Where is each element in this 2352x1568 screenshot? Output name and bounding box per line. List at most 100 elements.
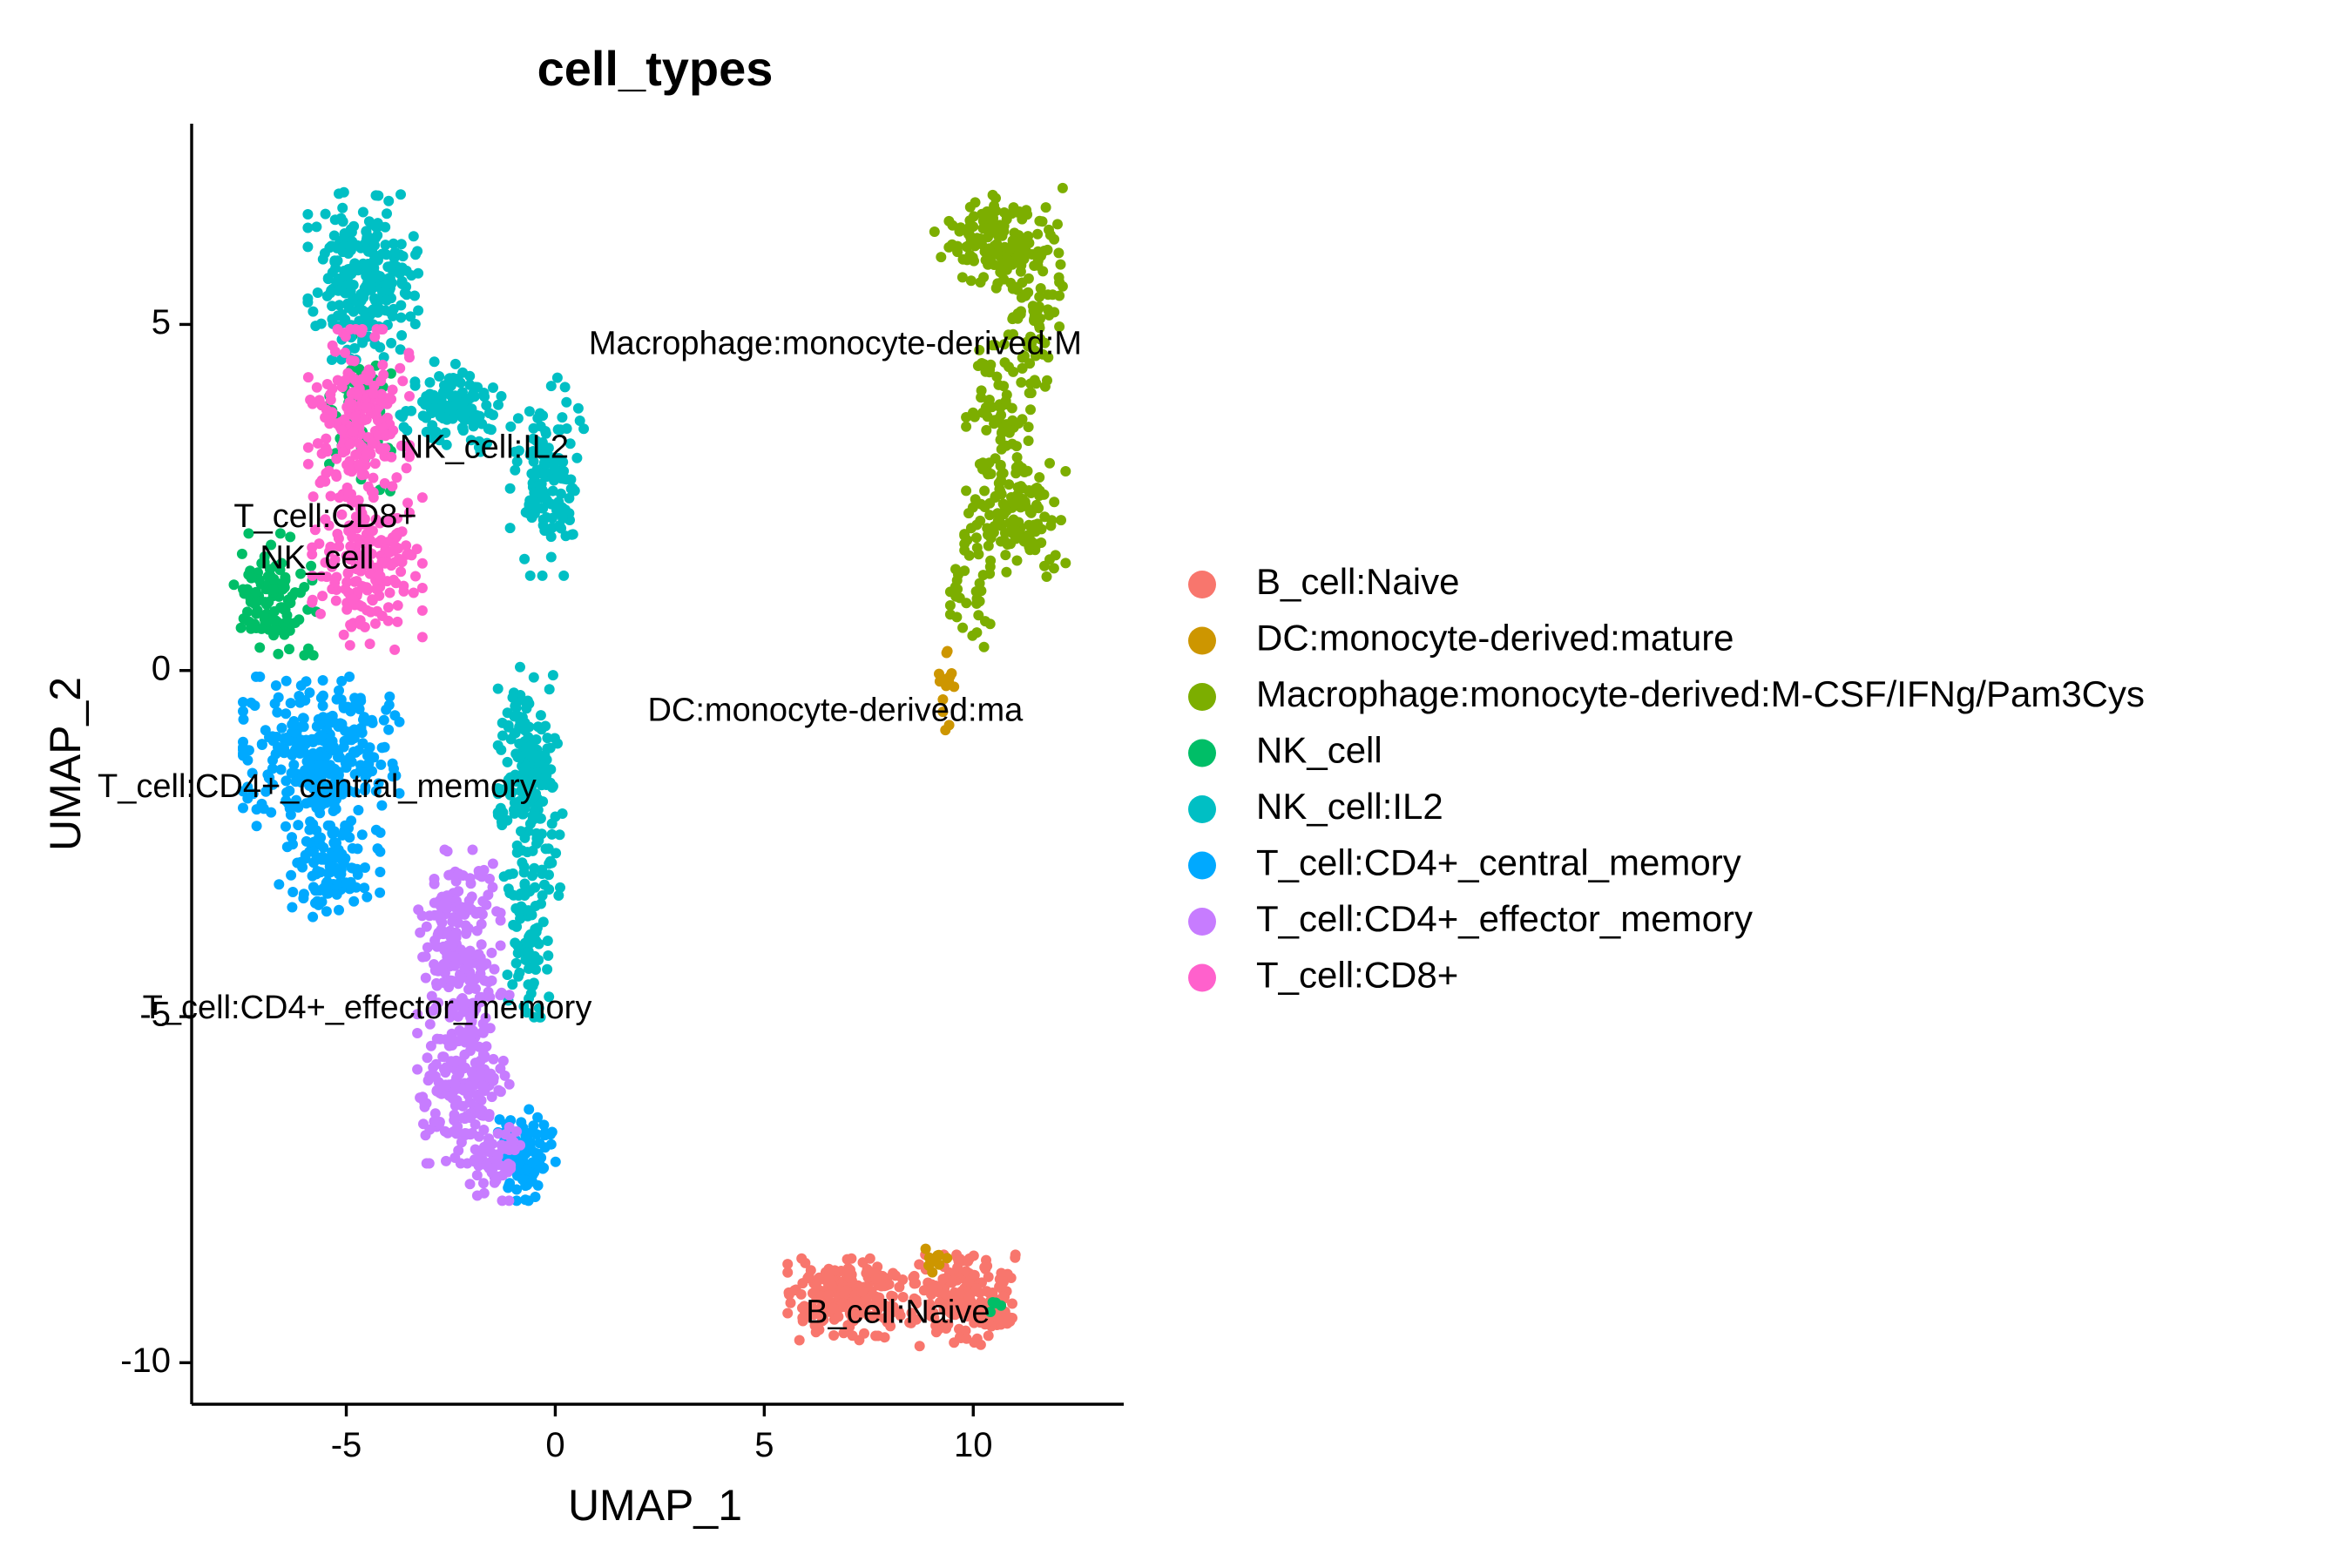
data-point xyxy=(564,492,575,504)
data-point xyxy=(334,188,344,199)
data-point xyxy=(528,433,539,444)
data-point xyxy=(959,565,970,577)
data-point xyxy=(961,485,972,497)
data-point xyxy=(274,564,286,576)
data-point xyxy=(983,540,994,551)
data-point xyxy=(357,206,368,218)
data-point xyxy=(304,824,315,835)
data-point xyxy=(524,499,535,510)
data-point xyxy=(909,1293,920,1304)
legend-key xyxy=(1188,908,1216,936)
data-point xyxy=(872,1261,883,1273)
data-point xyxy=(959,529,970,540)
data-point xyxy=(524,962,536,973)
data-point xyxy=(479,975,490,986)
data-point xyxy=(346,226,357,238)
legend-key xyxy=(1188,851,1216,880)
data-point xyxy=(373,190,384,201)
data-point xyxy=(875,1281,887,1292)
data-point xyxy=(379,741,390,753)
data-point xyxy=(887,1307,898,1318)
data-point xyxy=(506,787,517,798)
data-point xyxy=(1009,517,1020,528)
data-point xyxy=(995,264,1006,275)
data-point xyxy=(298,713,309,724)
data-point xyxy=(238,747,248,759)
data-point xyxy=(479,391,490,402)
data-point xyxy=(992,516,1004,526)
data-point xyxy=(1000,1310,1011,1321)
data-point xyxy=(991,371,1003,382)
data-point xyxy=(940,1288,951,1300)
data-point xyxy=(481,958,492,970)
data-point xyxy=(297,862,308,873)
data-point xyxy=(303,643,314,654)
data-point xyxy=(382,602,394,613)
cluster-label: Macrophage:monocyte-derived:M xyxy=(589,325,1082,362)
data-point xyxy=(260,786,272,797)
data-point xyxy=(493,399,504,410)
data-point xyxy=(1034,291,1045,302)
legend-key xyxy=(1188,739,1216,767)
data-point xyxy=(317,591,328,602)
data-point xyxy=(543,843,554,855)
data-point xyxy=(349,342,360,354)
data-point xyxy=(795,1288,807,1300)
data-point xyxy=(308,306,319,317)
data-point xyxy=(346,726,357,737)
data-point xyxy=(1016,481,1026,492)
data-point xyxy=(337,202,348,213)
data-point xyxy=(348,896,360,907)
data-point xyxy=(437,398,449,409)
data-point xyxy=(273,648,284,659)
data-point xyxy=(302,293,314,304)
data-point xyxy=(320,883,331,895)
data-point xyxy=(502,970,513,980)
data-point xyxy=(279,629,290,640)
data-point xyxy=(289,587,301,598)
data-point xyxy=(796,1253,808,1264)
data-point xyxy=(970,532,982,544)
data-point xyxy=(375,887,386,898)
data-point xyxy=(514,738,525,749)
data-point xyxy=(386,337,397,348)
data-point xyxy=(355,618,366,630)
data-point xyxy=(936,252,947,263)
data-point xyxy=(334,904,344,916)
data-point xyxy=(850,1295,862,1307)
data-point xyxy=(518,766,530,777)
data-point xyxy=(294,697,306,708)
data-point xyxy=(478,864,490,875)
data-point xyxy=(1023,436,1034,446)
data-point xyxy=(396,557,408,568)
data-point xyxy=(375,375,387,387)
data-point xyxy=(507,979,518,990)
data-point xyxy=(1010,1249,1021,1260)
data-point xyxy=(1034,472,1045,483)
data-point xyxy=(336,424,348,436)
data-point xyxy=(488,382,498,393)
data-point xyxy=(545,531,557,543)
data-point xyxy=(387,310,398,321)
data-point xyxy=(361,402,372,413)
data-point xyxy=(992,1315,1004,1326)
data-point xyxy=(814,1303,826,1314)
data-point xyxy=(302,209,314,220)
data-point xyxy=(483,423,494,435)
data-point xyxy=(515,913,526,924)
cluster-label: NK_cell xyxy=(260,540,374,577)
cluster-label: B_cell:Naive xyxy=(806,1294,990,1331)
data-point xyxy=(873,1330,884,1342)
data-point xyxy=(376,800,388,811)
data-point xyxy=(951,575,963,586)
data-point xyxy=(359,712,369,723)
data-point xyxy=(949,1337,960,1348)
data-point xyxy=(823,1289,835,1301)
data-point xyxy=(285,698,296,709)
data-point xyxy=(390,578,402,589)
data-point xyxy=(547,485,558,497)
data-point xyxy=(937,1274,949,1285)
data-point xyxy=(348,355,360,367)
data-point xyxy=(337,216,348,227)
data-point xyxy=(507,692,518,703)
